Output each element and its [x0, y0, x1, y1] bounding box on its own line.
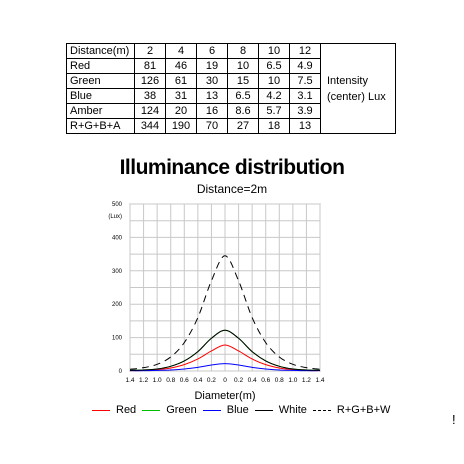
x-tick-label: 1.0 — [153, 377, 162, 384]
x-tick-label: 1.0 — [288, 377, 297, 384]
side-label-line1: Intensity — [327, 74, 368, 87]
table-distance-header: 10 — [258, 43, 290, 59]
series-line-red — [129, 344, 321, 372]
legend-item: R+G+B+W — [312, 404, 391, 416]
series-line-white — [129, 329, 321, 371]
x-axis-label: Diameter(m) — [194, 390, 255, 402]
x-tick-label: 0.8 — [275, 377, 284, 384]
table-cell: 27 — [227, 118, 259, 134]
table-cell: 18 — [258, 118, 290, 134]
x-tick-label: 1.4 — [315, 377, 324, 384]
table-header-row: Distance(m) 2 4 6 8 10 12 Intensity (center) Lux — [66, 43, 396, 134]
table-row: Green 126 61 30 15 10 7.5 — [66, 73, 396, 89]
legend-label: R+G+B+W — [336, 404, 391, 416]
legend-item: White — [254, 404, 307, 416]
legend-item: Red — [92, 404, 136, 416]
legend-swatch — [312, 409, 331, 411]
x-tick-label: 1.4 — [125, 377, 134, 384]
y-tick-label: 0 — [119, 369, 123, 375]
x-tick-label: 0.4 — [248, 377, 257, 384]
x-tick-label: 0.2 — [234, 377, 243, 384]
y-tick-label: 200 — [112, 302, 123, 308]
x-tick-label: 1.2 — [139, 377, 148, 384]
legend-swatch — [92, 409, 110, 411]
y-unit-label: (Lux) — [108, 214, 122, 220]
stray-mark: ! — [452, 412, 456, 427]
x-tick-label: 0 — [223, 377, 227, 384]
table-row-label: R+G+B+A — [66, 118, 135, 134]
legend-swatch — [202, 409, 221, 411]
table-row: Red 81 46 19 10 6.5 4.9 — [66, 58, 396, 74]
legend-item: Green — [142, 404, 197, 416]
legend-item: Blue — [202, 404, 249, 416]
table-cell: 15 — [227, 73, 259, 89]
table-row-label: Red — [66, 58, 135, 74]
table-row-label: Blue — [66, 88, 135, 104]
table-row: R+G+B+A 344 190 70 27 18 13 — [66, 118, 396, 134]
legend-swatch — [254, 409, 273, 411]
x-tick-label: 1.2 — [302, 377, 311, 384]
table-cell: 5.7 — [258, 103, 290, 119]
table-row: Blue 38 31 13 6.5 4.2 3.1 — [66, 88, 396, 104]
legend-label: Red — [116, 404, 137, 416]
x-tick-label: 0.2 — [207, 377, 216, 384]
x-tick-label: 0.8 — [166, 377, 175, 384]
table-cell: 31 — [165, 88, 197, 104]
series-line-r-g-b-w — [129, 255, 321, 370]
legend-label: White — [278, 404, 307, 416]
table-cell: 7.5 — [289, 73, 321, 89]
legend-label: Green — [166, 404, 197, 416]
intensity-table: Distance(m) 2 4 6 8 10 12 Intensity (center) Lux… — [66, 43, 396, 134]
chart-subtitle: Distance=2m — [196, 182, 268, 196]
legend-swatch — [142, 409, 161, 411]
series-line-blue — [129, 363, 321, 372]
side-label-line2: (center) Lux — [327, 90, 386, 103]
table-side-label: Intensity (center) Lux — [320, 43, 396, 134]
legend-label: Blue — [226, 404, 249, 416]
x-tick-label: 0.6 — [261, 377, 270, 384]
y-tick-label: 100 — [112, 336, 123, 342]
x-tick-label: 0.6 — [180, 377, 189, 384]
y-tick-label: 400 — [112, 235, 123, 241]
table-cell: 13 — [289, 118, 321, 134]
chart-legend: Red Green Blue White R+G+B+W — [92, 404, 396, 416]
table-cell: 81 — [134, 58, 166, 74]
chart-title: Illuminance distribution — [119, 156, 345, 179]
x-tick-label: 0.4 — [193, 377, 202, 384]
y-tick-label: 500 — [112, 202, 123, 208]
y-tick-label: 300 — [112, 269, 123, 275]
